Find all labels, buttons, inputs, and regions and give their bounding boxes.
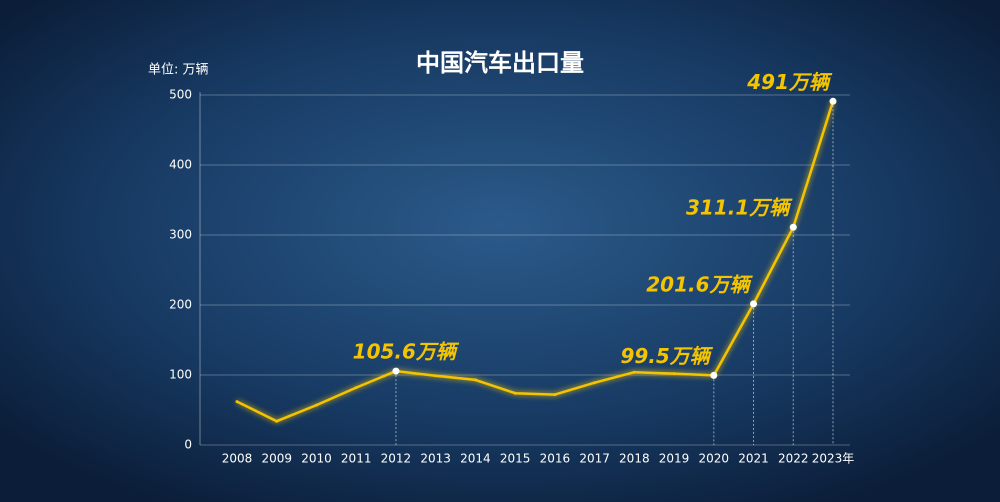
- data-point: [275, 419, 279, 423]
- data-point: [513, 391, 517, 395]
- data-point: [829, 97, 837, 105]
- x-tick-label: 2020: [699, 452, 730, 466]
- data-point: [750, 300, 758, 308]
- data-point: [710, 371, 718, 379]
- x-tick-label: 2023年: [812, 452, 855, 466]
- x-tick-label: 2008: [222, 452, 253, 466]
- y-tick-label: 0: [184, 438, 192, 452]
- value-label: 105.6万辆: [353, 340, 460, 364]
- x-tick-label: 2021: [738, 452, 769, 466]
- x-tick-label: 2019: [659, 452, 690, 466]
- x-tick-label: 2016: [540, 452, 571, 466]
- x-tick-label: 2017: [579, 452, 610, 466]
- unit-label: 单位: 万辆: [148, 63, 209, 78]
- data-point: [235, 400, 239, 404]
- x-tick-label: 2022: [778, 452, 809, 466]
- value-label: 311.1万辆: [686, 196, 793, 220]
- x-tick-label: 2010: [301, 452, 332, 466]
- x-tick-label: 2015: [500, 452, 531, 466]
- y-tick-label: 500: [169, 88, 192, 102]
- data-point: [392, 367, 400, 375]
- y-tick-label: 300: [169, 228, 192, 242]
- x-tick-label: 2014: [460, 452, 491, 466]
- data-point: [672, 372, 676, 376]
- x-tick-label: 2011: [341, 452, 372, 466]
- chart-title: 中国汽车出口量: [416, 49, 584, 77]
- data-line: [236, 100, 835, 423]
- x-tick-label: 2012: [381, 452, 412, 466]
- data-point: [473, 378, 477, 382]
- x-tick-label: 2009: [261, 452, 292, 466]
- y-tick-label: 100: [169, 368, 192, 382]
- y-tick-label: 400: [169, 158, 192, 172]
- value-label: 491万辆: [746, 70, 833, 94]
- data-point: [789, 223, 797, 231]
- data-point: [434, 374, 438, 378]
- y-tick-label: 200: [169, 298, 192, 312]
- data-point: [593, 381, 597, 385]
- data-point: [354, 386, 358, 390]
- x-tick-label: 2018: [619, 452, 650, 466]
- data-point: [632, 370, 636, 374]
- data-point: [314, 403, 318, 407]
- value-label: 201.6万辆: [646, 272, 753, 296]
- x-tick-label: 2013: [420, 452, 451, 466]
- data-point: [553, 393, 557, 397]
- value-label: 99.5万辆: [620, 344, 713, 368]
